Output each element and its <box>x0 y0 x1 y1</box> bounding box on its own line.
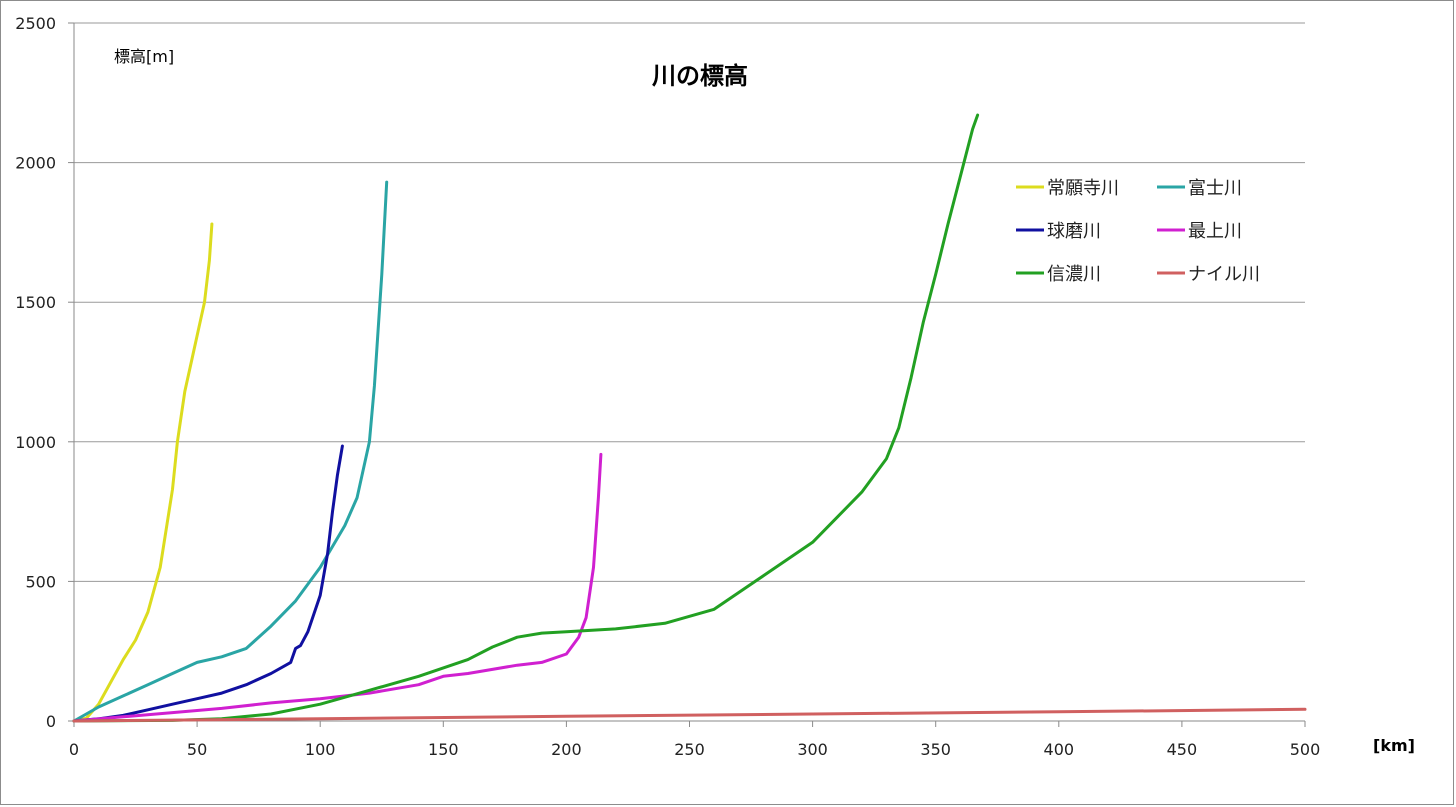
y-tick-label: 500 <box>25 572 56 591</box>
y-tick-label: 1000 <box>15 433 56 452</box>
x-tick-label: 400 <box>1044 740 1075 759</box>
legend-label: 常願寺川 <box>1047 178 1119 199</box>
x-tick-label: 200 <box>551 740 582 759</box>
legend-label: 富士川 <box>1188 178 1242 199</box>
x-tick-label: 350 <box>920 740 951 759</box>
series-lines <box>72 113 1307 723</box>
series-line-1 <box>72 180 389 723</box>
series-line-2 <box>72 444 344 723</box>
legend-label: 最上川 <box>1188 221 1242 242</box>
x-axis-label: [km] <box>1373 736 1415 755</box>
x-tick-label: 250 <box>674 740 705 759</box>
legend-label: 信濃川 <box>1047 264 1101 285</box>
x-tick-label: 100 <box>305 740 336 759</box>
y-tick-label: 2500 <box>15 14 56 33</box>
x-tick-label: 300 <box>797 740 828 759</box>
x-tick-labels: 0 50 100 150 200 250 300 350 400 450 500 <box>69 740 1320 759</box>
y-tick-label: 2000 <box>15 154 56 173</box>
legend-label: ナイル川 <box>1188 264 1260 285</box>
series-line-0 <box>72 222 214 723</box>
gridlines <box>74 22 1305 582</box>
x-tick-label: 450 <box>1167 740 1198 759</box>
legend-label: 球磨川 <box>1047 221 1101 242</box>
x-tick-label: 50 <box>187 740 207 759</box>
y-tick-labels: 0 500 1000 1500 2000 2500 <box>15 14 56 731</box>
series-line-3 <box>72 452 603 723</box>
axes <box>68 22 1306 727</box>
y-tick-label: 0 <box>46 712 56 731</box>
series-line-4 <box>72 113 980 723</box>
x-tick-label: 500 <box>1290 740 1321 759</box>
x-tick-label: 150 <box>428 740 459 759</box>
chart-title: 川の標高 <box>652 62 748 90</box>
y-axis-label: 標高[m] <box>114 47 174 66</box>
y-tick-label: 1500 <box>15 293 56 312</box>
series-line-5 <box>72 707 1307 723</box>
x-tick-label: 0 <box>69 740 79 759</box>
